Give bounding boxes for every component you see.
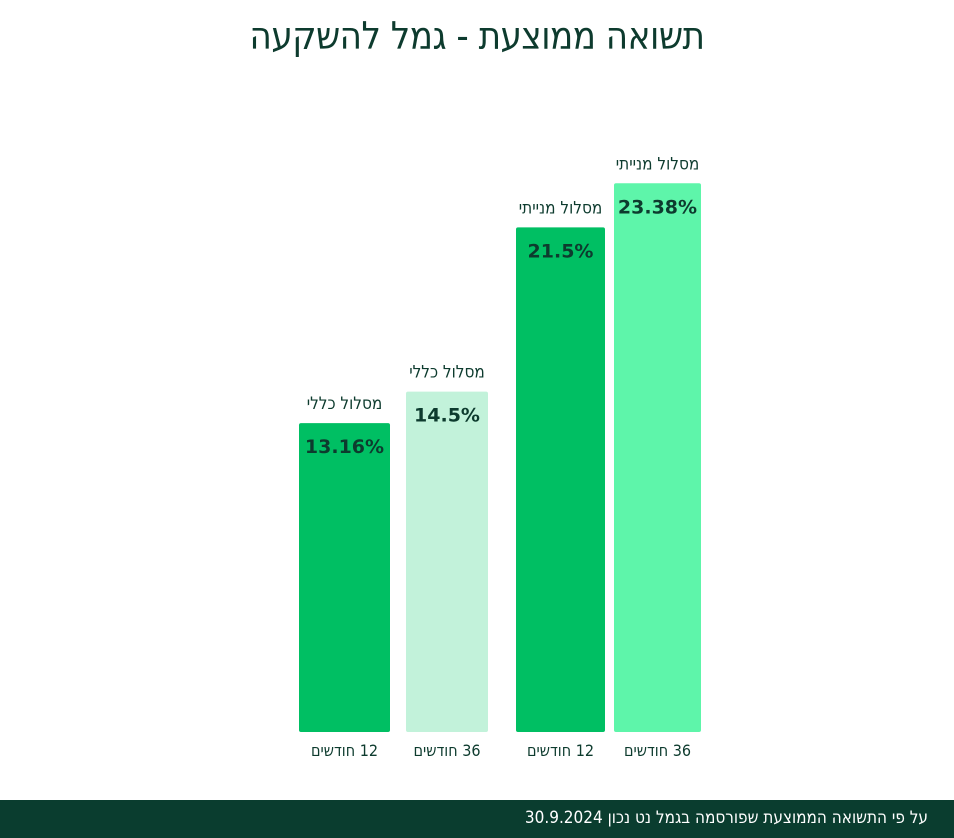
bar-group-label-4: מסלול מנייתי [616,154,700,174]
bar-value-label-1: 13.16% [305,436,384,458]
x-tick-label-2: 36 חודשים [413,741,480,760]
bar-1 [299,423,390,732]
x-tick-label-4: 36 חודשים [624,741,691,760]
chart-title: תשואה ממוצעת - גמל להשקעה [249,14,705,58]
bar-group-label-3: מסלול מנייתי [519,198,603,218]
bar-value-label-2: 14.5% [414,405,480,427]
bar-2 [406,391,488,732]
footer-bar: על פי התשואה הממוצעת שפורסמה בגמל נט נכו… [0,800,954,838]
bar-value-label-4: 23.38% [618,196,697,218]
footer-note: על פי התשואה הממוצעת שפורסמה בגמל נט נכו… [524,808,928,828]
bar-group-label-1: מסלול כללי [307,394,383,414]
bar-3 [516,227,605,732]
bar-value-label-3: 21.5% [528,240,594,262]
bar-4 [614,183,701,733]
x-tick-label-3: 12 חודשים [527,741,594,760]
bar-group-label-2: מסלול כללי [409,363,485,383]
x-tick-label-1: 12 חודשים [311,741,378,760]
